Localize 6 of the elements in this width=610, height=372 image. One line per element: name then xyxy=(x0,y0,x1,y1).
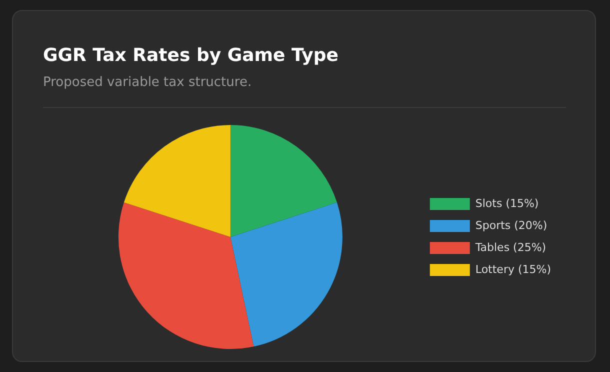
chart-subtitle: Proposed variable tax structure. xyxy=(43,75,252,90)
legend-label: Tables (25%) xyxy=(474,240,546,254)
legend-label: Slots (15%) xyxy=(475,196,539,210)
chart-title: GGR Tax Rates by Game Type xyxy=(43,45,338,66)
legend-label: Sports (20%) xyxy=(475,218,548,232)
legend-label: Lottery (15%) xyxy=(475,262,552,276)
